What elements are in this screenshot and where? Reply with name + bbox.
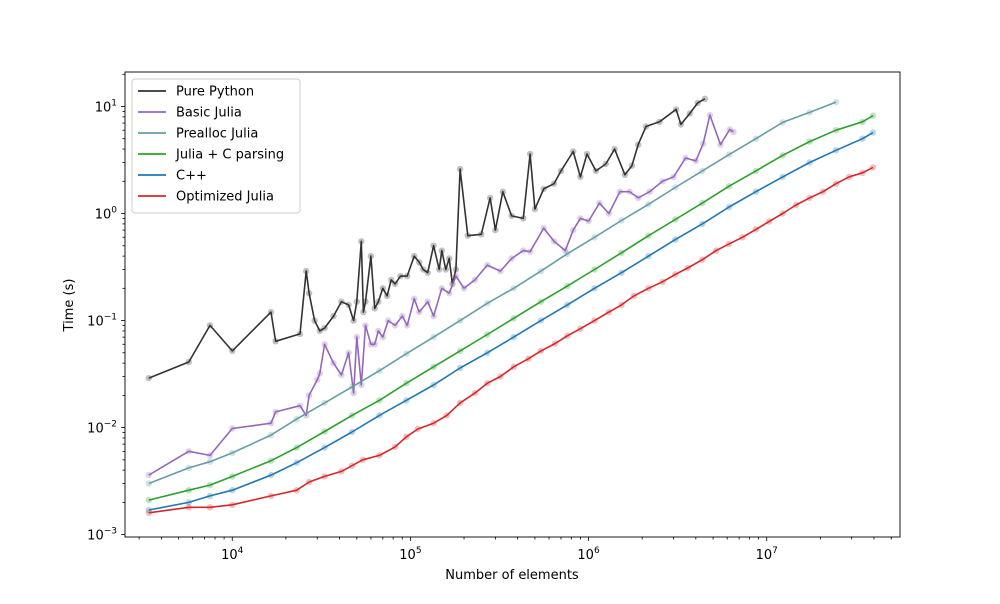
legend-entry: Basic Julia <box>138 106 242 121</box>
legend: Pure Python Basic Julia Prealloc Julia Juli… <box>131 78 301 214</box>
legend-entry: Prealloc Julia <box>138 127 258 142</box>
plot-frame <box>124 71 901 538</box>
series-4 <box>145 129 877 514</box>
series-0 <box>145 95 709 382</box>
x-tick-label: 105 <box>399 546 421 563</box>
series-1 <box>145 111 737 479</box>
legend-entry: C++ <box>138 169 207 184</box>
y-tick-label: 100 <box>95 206 118 223</box>
series-line <box>148 98 706 379</box>
y-tick-label: 101 <box>95 98 117 115</box>
legend-label: Prealloc Julia <box>176 127 258 142</box>
x-axis-label: Number of elements <box>445 568 579 583</box>
y-tick-label: 10−2 <box>87 420 117 437</box>
legend-entry: Optimized Julia <box>138 190 274 205</box>
y-tick-label: 10−3 <box>87 527 117 544</box>
series-line <box>148 114 734 476</box>
series-line <box>148 101 837 485</box>
series-5 <box>145 164 877 516</box>
axes: 104 105 106 107 10−3 10−2 10−1 100 101 <box>87 71 901 563</box>
legend-entry: Pure Python <box>138 85 254 100</box>
legend-label: Pure Python <box>176 85 254 100</box>
legend-box <box>131 78 301 214</box>
series-line <box>148 166 874 514</box>
x-tick-label: 107 <box>756 546 778 563</box>
legend-label: Optimized Julia <box>176 190 274 205</box>
legend-label: Julia + C parsing <box>175 148 284 163</box>
x-tick-label: 104 <box>221 546 244 563</box>
y-tick-label: 10−1 <box>87 313 117 330</box>
x-tick-label: 106 <box>577 546 600 563</box>
legend-label: Basic Julia <box>176 106 242 121</box>
series-2 <box>145 98 840 487</box>
series-line <box>148 131 874 511</box>
series-line <box>148 115 874 501</box>
series-3 <box>145 112 877 504</box>
legend-label: C++ <box>176 169 207 184</box>
legend-entry: Julia + C parsing <box>138 148 284 163</box>
plot-area <box>145 95 877 516</box>
y-axis-label: Time (s) <box>62 279 77 333</box>
